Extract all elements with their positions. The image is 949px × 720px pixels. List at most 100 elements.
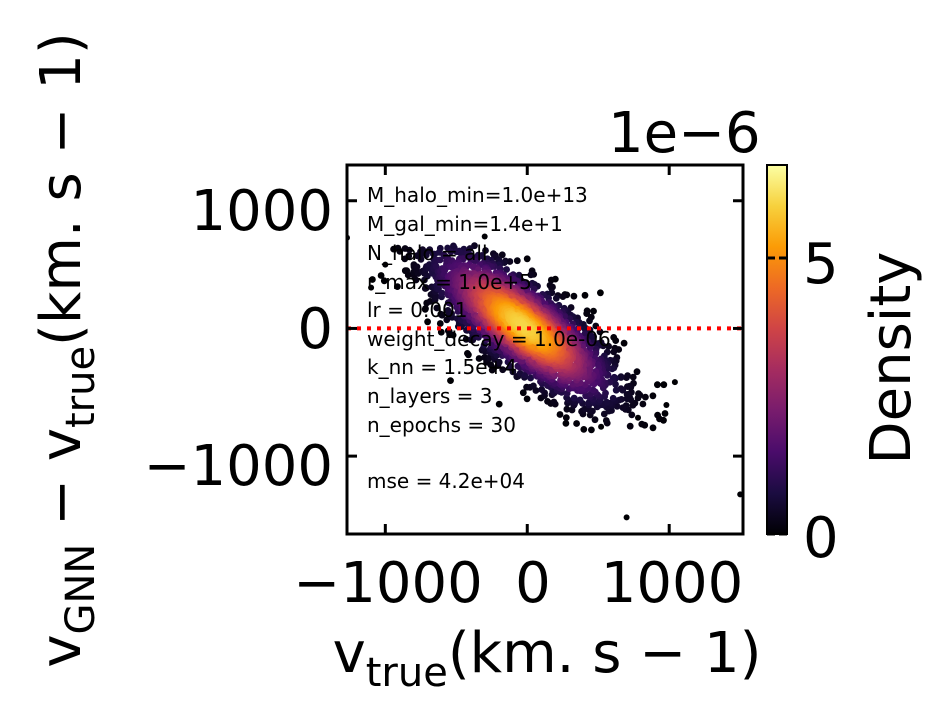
annotation-line: k_nn = 1.5e+4 xyxy=(367,355,517,379)
data-point xyxy=(576,396,584,404)
data-point xyxy=(629,401,637,409)
data-point xyxy=(654,411,661,419)
annotation-line: n_epochs = 30 xyxy=(367,413,516,437)
x-tick-label: 0 xyxy=(515,551,551,616)
data-point xyxy=(538,386,546,393)
data-point xyxy=(438,289,446,297)
data-point xyxy=(623,391,631,398)
colorbar-tick-label: 0 xyxy=(803,506,839,571)
data-point xyxy=(612,386,620,394)
data-point xyxy=(527,374,534,382)
data-point xyxy=(626,422,634,430)
data-point xyxy=(580,426,588,433)
data-point xyxy=(436,320,444,327)
data-point xyxy=(403,267,411,275)
annotation-line: weight_decay = 1.0e-06 xyxy=(367,327,611,351)
data-point xyxy=(638,420,646,428)
data-point xyxy=(590,307,597,315)
data-point xyxy=(602,417,610,424)
data-point xyxy=(469,263,477,271)
data-point xyxy=(586,317,593,325)
data-point xyxy=(380,277,388,285)
data-point xyxy=(424,272,431,280)
data-point xyxy=(610,348,618,356)
data-point xyxy=(417,255,425,263)
data-point xyxy=(396,247,404,255)
data-point xyxy=(623,514,630,521)
data-point xyxy=(620,339,628,347)
data-point xyxy=(482,247,489,254)
data-point xyxy=(481,233,488,240)
data-point xyxy=(433,304,441,312)
data-point xyxy=(511,277,519,284)
data-point xyxy=(519,322,527,330)
annotation-line: r_max = 1.0e+5 xyxy=(367,270,532,294)
data-point xyxy=(663,402,670,408)
data-point xyxy=(603,398,611,406)
y-tick-label: 0 xyxy=(297,297,333,362)
data-point xyxy=(424,318,431,326)
data-point xyxy=(649,392,657,400)
data-point xyxy=(503,266,510,273)
data-point xyxy=(382,261,389,268)
colorbar-offset-text: 1e−6 xyxy=(608,101,761,166)
data-point xyxy=(588,426,595,434)
data-point xyxy=(422,305,429,312)
data-point xyxy=(519,389,527,397)
data-point xyxy=(598,423,605,430)
data-point xyxy=(562,420,570,427)
data-point xyxy=(552,294,560,302)
data-point xyxy=(521,371,529,379)
axis-ticks xyxy=(347,165,743,534)
data-point xyxy=(432,263,440,270)
data-point xyxy=(617,374,625,381)
data-point xyxy=(475,355,483,362)
data-point xyxy=(635,414,641,421)
data-point xyxy=(447,248,455,256)
data-point xyxy=(377,272,385,279)
data-point xyxy=(394,283,401,290)
data-point xyxy=(623,374,630,381)
data-point xyxy=(422,251,430,259)
data-point xyxy=(671,379,678,386)
data-point xyxy=(563,405,571,413)
data-point xyxy=(406,246,413,254)
data-point xyxy=(544,398,551,405)
data-point xyxy=(499,366,507,374)
x-tick-label: 1000 xyxy=(601,551,744,616)
data-point xyxy=(570,394,578,402)
data-point xyxy=(515,271,523,279)
data-point xyxy=(513,257,521,265)
data-point xyxy=(587,333,594,340)
colorbar-label: Density xyxy=(859,252,924,465)
data-point xyxy=(495,358,503,366)
data-point xyxy=(634,394,642,402)
data-point xyxy=(629,373,637,381)
data-point xyxy=(436,256,444,264)
data-point xyxy=(605,342,612,350)
data-point xyxy=(633,368,641,376)
data-point xyxy=(570,292,578,300)
data-point xyxy=(457,249,464,257)
data-point xyxy=(661,410,669,417)
y-tick-label: 1000 xyxy=(190,179,333,244)
data-point xyxy=(581,291,589,299)
data-point xyxy=(527,271,535,279)
y-axis-label: vGNN − vtrue(km. s − 1) xyxy=(29,32,104,667)
data-point xyxy=(437,328,445,336)
colorbar xyxy=(766,164,788,535)
data-point xyxy=(612,337,620,344)
data-point xyxy=(550,398,558,406)
data-point xyxy=(639,400,647,408)
plot-frame xyxy=(345,163,745,536)
data-point xyxy=(368,284,375,291)
data-point xyxy=(602,389,609,397)
annotation-line: lr = 0.001 xyxy=(367,298,468,322)
data-point xyxy=(619,404,627,411)
annotation-line: M_gal_min=1.4e+1 xyxy=(367,212,563,236)
data-point xyxy=(487,361,495,369)
data-point xyxy=(498,251,506,259)
data-point xyxy=(642,393,649,401)
data-point xyxy=(583,310,591,317)
